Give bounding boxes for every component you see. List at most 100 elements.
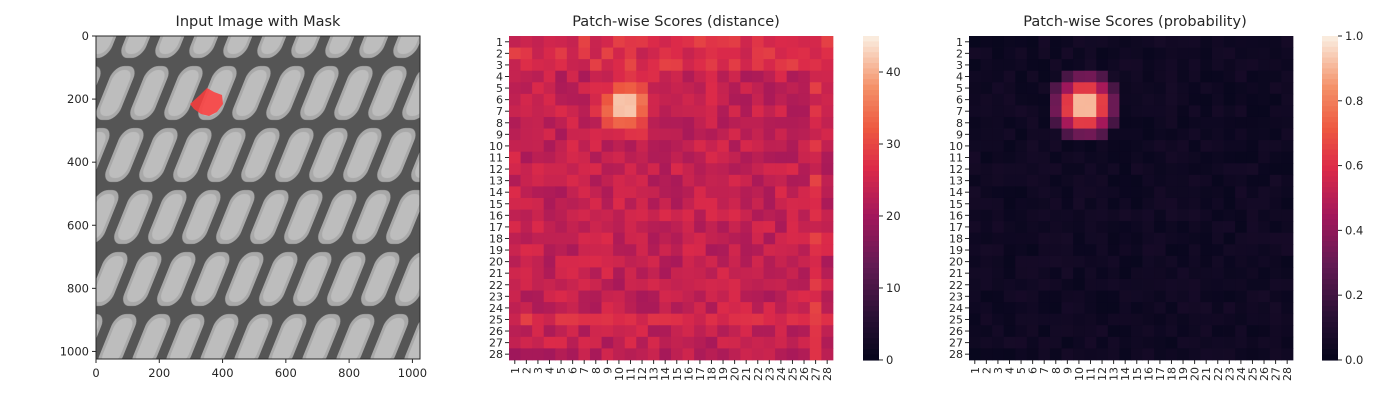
heatmap-cell bbox=[809, 255, 822, 268]
heatmap-cell bbox=[1096, 140, 1109, 153]
heatmap-cell bbox=[1235, 128, 1248, 141]
heatmap-cell bbox=[1026, 267, 1039, 280]
heatmap-cell bbox=[1084, 197, 1097, 210]
colorbar-segment bbox=[1322, 154, 1338, 161]
heatmap-cell bbox=[1107, 93, 1120, 106]
heatmap-cell bbox=[532, 93, 545, 106]
heatmap-cell bbox=[659, 267, 672, 280]
heatmap-cell bbox=[1107, 313, 1120, 326]
heatmap-cell bbox=[1269, 325, 1282, 338]
heatmap-cell bbox=[969, 232, 981, 245]
heatmap-cell bbox=[659, 232, 672, 245]
heatmap-cell bbox=[992, 186, 1005, 199]
heatmap-cell bbox=[1049, 186, 1062, 199]
heatmap-cell bbox=[1269, 221, 1282, 234]
heatmap-cell bbox=[1084, 36, 1097, 48]
heatmap-cell bbox=[740, 140, 753, 153]
heatmap-cell bbox=[717, 186, 730, 199]
heatmap-cell bbox=[578, 336, 591, 349]
heatmap-cell bbox=[717, 255, 730, 268]
heatmap-cell bbox=[1188, 174, 1201, 187]
heatmap-cell bbox=[728, 336, 741, 349]
colorbar-segment bbox=[863, 41, 879, 48]
y-tick-label: 17 bbox=[949, 221, 963, 234]
heatmap-cell bbox=[1015, 336, 1028, 349]
heatmap-cell bbox=[1061, 140, 1074, 153]
heatmap-cell bbox=[798, 128, 811, 141]
heatmap-cell bbox=[1246, 290, 1259, 303]
heatmap-cell bbox=[1049, 93, 1062, 106]
heatmap-cell bbox=[1258, 325, 1271, 338]
y-tick-label: 13 bbox=[949, 175, 963, 188]
heatmap-cell bbox=[613, 221, 626, 234]
heatmap-cell bbox=[1269, 70, 1282, 83]
distance-y-axis: 1234567891011121314151617181920212223242… bbox=[489, 36, 509, 361]
heatmap-cell bbox=[566, 325, 579, 338]
heatmap-cell bbox=[532, 255, 545, 268]
heatmap-cell bbox=[751, 278, 764, 291]
heatmap-cell bbox=[763, 70, 776, 83]
heatmap-cell bbox=[1119, 174, 1132, 187]
heatmap-cell bbox=[647, 278, 660, 291]
heatmap-cell bbox=[980, 105, 993, 118]
heatmap-cell bbox=[821, 174, 834, 187]
heatmap-cell bbox=[624, 209, 637, 222]
heatmap-cell bbox=[809, 105, 822, 118]
heatmap-cell bbox=[1258, 140, 1271, 153]
heatmap-cell bbox=[659, 59, 672, 72]
heatmap-cell bbox=[798, 36, 811, 48]
x-tick-label: 24 bbox=[1235, 367, 1248, 381]
heatmap-cell bbox=[682, 255, 695, 268]
y-tick-label: 8 bbox=[956, 117, 963, 130]
heatmap-cell bbox=[1281, 82, 1294, 95]
heatmap-cell bbox=[740, 313, 753, 326]
colorbar-segment bbox=[1322, 203, 1338, 210]
heatmap-cell bbox=[969, 116, 981, 129]
heatmap-cell bbox=[1096, 267, 1109, 280]
heatmap-cell bbox=[1154, 336, 1167, 349]
heatmap-cell bbox=[636, 278, 649, 291]
heatmap-cell bbox=[647, 313, 660, 326]
heatmap-cell bbox=[751, 197, 764, 210]
heatmap-cell bbox=[786, 336, 799, 349]
heatmap-cell bbox=[624, 232, 637, 245]
heatmap-cell bbox=[1177, 82, 1190, 95]
heatmap-cell bbox=[1003, 232, 1016, 245]
heatmap-cell bbox=[980, 151, 993, 164]
y-tick-label: 3 bbox=[956, 59, 963, 72]
heatmap-cell bbox=[775, 267, 788, 280]
colorbar-segment bbox=[863, 133, 879, 140]
heatmap-cell bbox=[1258, 128, 1271, 141]
heatmap-cell bbox=[1177, 302, 1190, 315]
colorbar-segment bbox=[1322, 89, 1338, 96]
heatmap-cell bbox=[1200, 290, 1213, 303]
heatmap-cell bbox=[992, 255, 1005, 268]
heatmap-cell bbox=[809, 267, 822, 280]
heatmap-cell bbox=[751, 82, 764, 95]
heatmap-cell bbox=[1073, 186, 1086, 199]
heatmap-cell bbox=[578, 197, 591, 210]
heatmap-cell bbox=[1188, 267, 1201, 280]
heatmap-cell bbox=[1038, 313, 1051, 326]
heatmap-cell bbox=[659, 116, 672, 129]
heatmap-cell bbox=[1177, 278, 1190, 291]
heatmap-cell bbox=[751, 209, 764, 222]
x-tick-label: 20 bbox=[729, 367, 742, 381]
x-tick-label: 8 bbox=[1050, 367, 1063, 374]
heatmap-cell bbox=[705, 151, 718, 164]
heatmap-cell bbox=[509, 163, 521, 176]
heatmap-cell bbox=[1211, 36, 1224, 48]
heatmap-cell bbox=[1061, 93, 1074, 106]
heatmap-cell bbox=[1038, 244, 1051, 257]
heatmap-cell bbox=[1246, 313, 1259, 326]
heatmap-cell bbox=[509, 232, 521, 245]
heatmap-cell bbox=[1015, 244, 1028, 257]
heatmap-cell bbox=[555, 278, 568, 291]
colorbar-segment bbox=[863, 100, 879, 107]
heatmap-cell bbox=[694, 93, 707, 106]
heatmap-cell bbox=[1015, 116, 1028, 129]
heatmap-cell bbox=[636, 128, 649, 141]
heatmap-cell bbox=[775, 59, 788, 72]
heatmap-cell bbox=[1281, 336, 1294, 349]
heatmap-cell bbox=[763, 278, 776, 291]
